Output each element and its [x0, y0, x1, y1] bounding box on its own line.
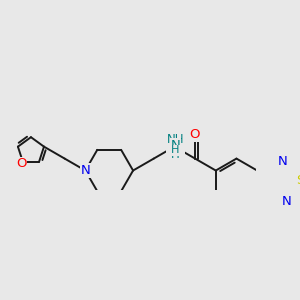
- Text: N: N: [170, 139, 180, 152]
- Text: O: O: [189, 128, 200, 141]
- Text: NH
H: NH H: [167, 133, 184, 160]
- Text: N: N: [278, 155, 288, 168]
- Text: H: H: [171, 145, 180, 155]
- Text: S: S: [296, 174, 300, 187]
- Text: N: N: [80, 164, 90, 177]
- Text: O: O: [16, 157, 26, 170]
- Text: N: N: [282, 196, 291, 208]
